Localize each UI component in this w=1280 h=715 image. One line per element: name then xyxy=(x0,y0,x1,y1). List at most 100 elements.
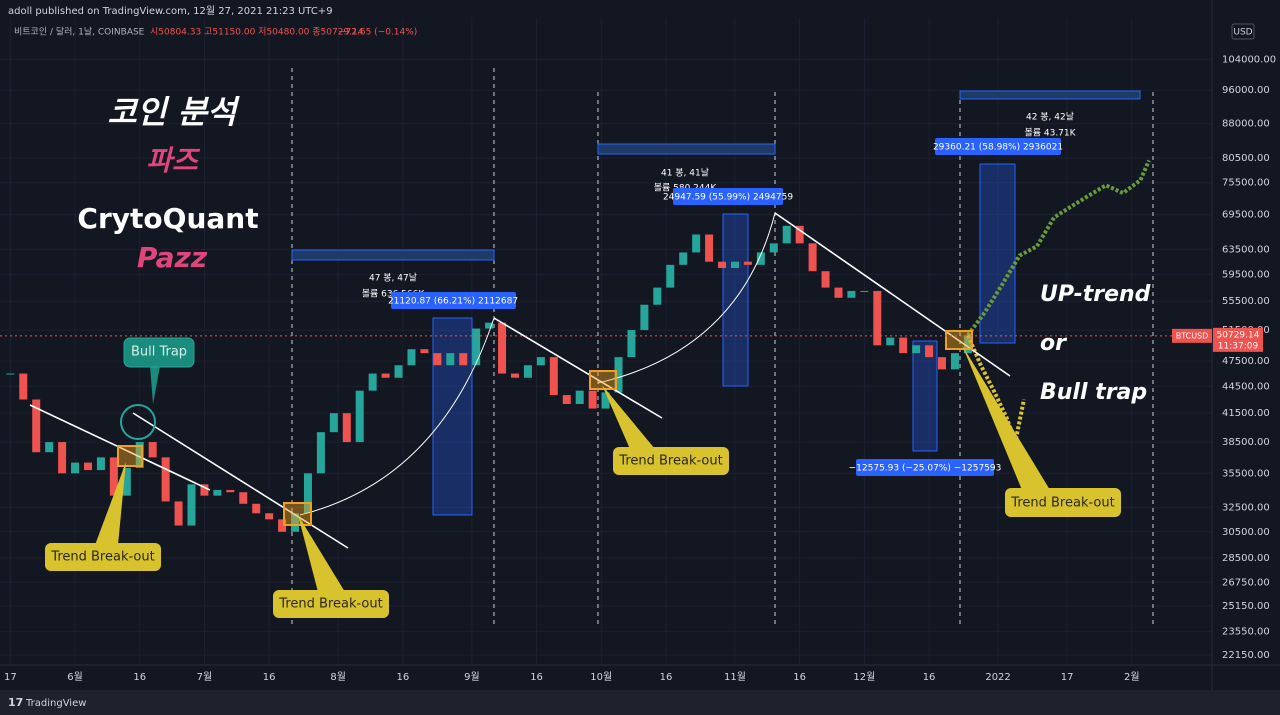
y-tick-label: 26750.00 xyxy=(1222,577,1270,588)
candle xyxy=(963,335,972,354)
candle xyxy=(19,373,28,400)
candle xyxy=(200,484,209,496)
candle xyxy=(782,225,791,244)
candle xyxy=(303,473,312,514)
y-tick-label: 22150.00 xyxy=(1222,650,1270,661)
y-tick-label: 88000.00 xyxy=(1222,119,1270,130)
date-ranges xyxy=(291,90,1141,261)
x-tick-label: 6월 xyxy=(67,671,83,683)
candle xyxy=(718,261,727,269)
candle xyxy=(627,330,636,358)
price-ranges xyxy=(432,163,1016,516)
candle xyxy=(45,442,54,453)
candle xyxy=(498,322,507,374)
price-tag-text: 50729.14 xyxy=(1217,330,1260,340)
candle xyxy=(666,264,675,288)
x-tick-label: 16 xyxy=(793,672,806,683)
candle xyxy=(523,365,532,378)
move-label: 29360.21 (58.98%) 2936021 xyxy=(933,143,1063,153)
author: Pazz xyxy=(137,241,208,274)
candle xyxy=(925,345,934,358)
title: 코인 분석 xyxy=(108,93,240,131)
y-tick-label: 69500.00 xyxy=(1222,210,1270,221)
candle xyxy=(32,399,41,453)
projection xyxy=(966,334,1026,450)
callout-text: Trend Break-out xyxy=(1010,496,1114,511)
candle xyxy=(950,353,959,370)
candle xyxy=(239,492,248,504)
candle xyxy=(96,457,105,471)
candle xyxy=(148,442,157,458)
candle xyxy=(808,243,817,272)
candles xyxy=(6,159,1151,532)
candle xyxy=(692,234,701,253)
candle xyxy=(743,261,752,265)
x-tick-label: 16 xyxy=(133,672,146,683)
countdown: 11:37:09 xyxy=(1218,341,1259,351)
trap-circle xyxy=(120,404,156,440)
candle xyxy=(795,225,804,244)
x-tick-label: 12월 xyxy=(853,671,875,683)
candle xyxy=(226,489,235,493)
x-tick-label: 10월 xyxy=(590,671,612,683)
price-tag xyxy=(1213,327,1263,352)
x-tick-label: 16 xyxy=(660,672,673,683)
range-bars: 47 봉, 47날 xyxy=(369,273,417,284)
candle xyxy=(653,287,662,305)
x-tick-label: 11월 xyxy=(724,671,746,683)
y-tick-label: 38500.00 xyxy=(1222,437,1270,448)
candle xyxy=(161,457,170,502)
candle xyxy=(756,252,765,265)
callout-text: Trend Break-out xyxy=(50,550,154,565)
move-label: −12575.93 (−25.07%) −1257593 xyxy=(849,464,1002,474)
x-tick-label: 17 xyxy=(4,672,17,683)
candle xyxy=(187,484,196,526)
candle xyxy=(6,373,15,375)
move-label: 24947.59 (55.99%) 2494759 xyxy=(663,193,793,203)
scenario: Bull trap xyxy=(1040,380,1147,405)
x-tick-label: 2022 xyxy=(985,672,1010,683)
candle xyxy=(873,290,882,346)
grid xyxy=(0,18,1212,665)
candle xyxy=(588,390,597,409)
candle xyxy=(899,337,908,354)
footer xyxy=(0,690,1280,715)
candle xyxy=(575,390,584,405)
candle xyxy=(381,373,390,378)
candle xyxy=(601,392,610,409)
x-tick-label: 16 xyxy=(396,672,409,683)
projection xyxy=(966,159,1151,337)
candle xyxy=(847,290,856,298)
range-volume: 볼륨 43.71K xyxy=(1024,128,1076,139)
x-tick-label: 17 xyxy=(1061,672,1074,683)
y-tick-label: 47500.00 xyxy=(1222,356,1270,367)
y-tick-label: 104000.00 xyxy=(1222,54,1276,65)
candle xyxy=(562,395,571,405)
y-tick-label: 30500.00 xyxy=(1222,527,1270,538)
callout-text: Trend Break-out xyxy=(618,454,722,469)
candle xyxy=(58,442,67,474)
callout-text: Trend Break-out xyxy=(278,597,382,612)
candle xyxy=(174,501,183,526)
candle xyxy=(730,261,739,269)
scenario: or xyxy=(1040,331,1067,356)
symbol: 비트코인 / 달러, 1날, COINBASE xyxy=(14,26,145,38)
candle xyxy=(640,304,649,331)
brand: CrytoQuant xyxy=(77,202,258,235)
subtitle: 파즈 xyxy=(146,144,201,177)
candle xyxy=(679,252,688,265)
candle xyxy=(937,357,946,370)
candle xyxy=(135,442,144,468)
measure-labels: 47 봉, 47날 볼륨 636.566K 21120.87 (66.21%) … xyxy=(362,112,1077,476)
candle xyxy=(886,337,895,346)
symbol-tag xyxy=(1172,328,1212,343)
publisher: adoll published on TradingView.com, 12월 … xyxy=(8,5,333,17)
footer-brand: TradingView xyxy=(25,698,86,709)
y-tick-label: 80500.00 xyxy=(1222,153,1270,164)
footer-logo: 𝟭𝟳 xyxy=(8,696,23,709)
x-tick-label: 9월 xyxy=(464,671,480,683)
candle xyxy=(614,357,623,393)
y-tick-label: 44500.00 xyxy=(1222,381,1270,392)
